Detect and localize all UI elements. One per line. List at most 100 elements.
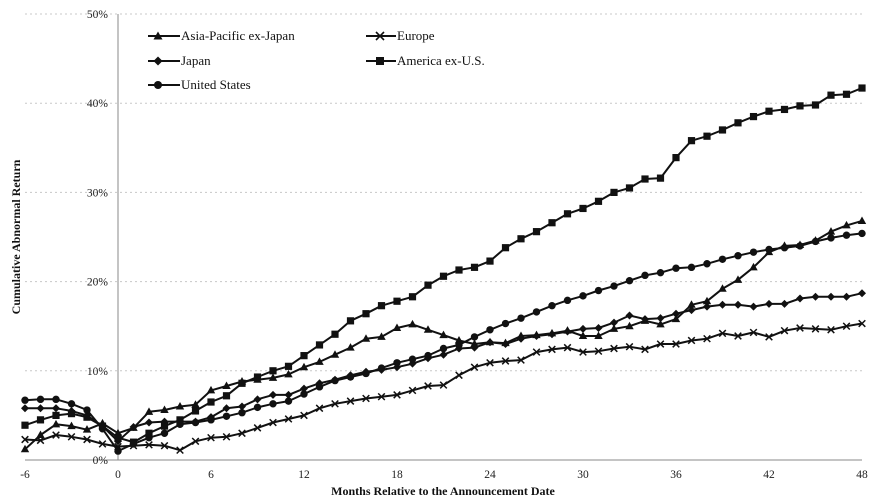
data-point <box>238 402 246 411</box>
data-point <box>424 351 432 360</box>
data-point <box>176 446 184 455</box>
data-point <box>21 421 29 429</box>
data-point <box>145 441 153 449</box>
data-point <box>346 397 355 405</box>
data-point <box>392 323 402 331</box>
data-point <box>145 429 153 437</box>
data-point <box>253 395 262 404</box>
data-point <box>703 302 711 311</box>
data-point <box>207 398 215 406</box>
data-point <box>424 382 432 390</box>
series-line <box>25 292 863 443</box>
data-point <box>83 413 91 421</box>
data-point <box>718 329 727 338</box>
series-line <box>24 87 863 444</box>
data-point <box>470 333 479 341</box>
data-point <box>703 334 711 343</box>
data-point <box>362 369 370 378</box>
data-point <box>207 433 215 442</box>
data-point <box>176 420 184 429</box>
data-point <box>656 174 665 182</box>
data-point <box>656 340 665 348</box>
data-point <box>284 390 293 399</box>
y-axis-tick-labels: 0% 10% 20% 30% 40% 50% <box>87 9 109 467</box>
data-point <box>811 325 820 333</box>
data-point <box>656 319 665 328</box>
data-point <box>36 416 45 424</box>
data-point <box>253 373 262 381</box>
data-point <box>594 331 603 340</box>
data-point <box>548 330 556 339</box>
data-point <box>98 440 107 448</box>
data-point <box>827 234 835 242</box>
data-point <box>206 385 216 394</box>
data-point <box>486 338 494 347</box>
data-point <box>517 356 525 364</box>
data-point <box>641 345 649 354</box>
triangle-marker-icon <box>153 31 163 40</box>
data-point <box>796 102 804 110</box>
series-layer <box>20 84 867 455</box>
series-japan <box>21 289 866 446</box>
y-tick-label: 20% <box>87 277 109 289</box>
data-point <box>563 296 572 305</box>
data-point <box>517 235 525 243</box>
data-point <box>21 435 29 444</box>
data-point <box>238 379 246 387</box>
x-tick-label: 42 <box>763 469 775 481</box>
data-point <box>145 434 153 442</box>
data-point <box>610 188 618 196</box>
data-point <box>796 324 804 332</box>
legend-item-america-ex-us: America ex-U.S. <box>366 53 485 68</box>
data-point <box>594 197 603 205</box>
data-point <box>625 277 634 285</box>
legend-label: Asia-Pacific ex-Japan <box>181 28 295 43</box>
data-point <box>796 242 804 250</box>
data-point <box>129 422 138 431</box>
data-point <box>36 404 45 413</box>
data-point <box>780 244 789 252</box>
data-point <box>579 348 587 356</box>
series-line <box>24 232 863 453</box>
data-point <box>36 436 45 445</box>
data-point <box>486 326 494 334</box>
legend-item-asia-pacific: Asia-Pacific ex-Japan <box>148 28 295 43</box>
data-point <box>222 432 231 441</box>
data-point <box>765 333 773 341</box>
data-point <box>625 342 634 351</box>
data-point <box>269 390 277 399</box>
data-point <box>238 429 246 438</box>
data-point <box>393 391 401 399</box>
data-point <box>191 400 200 408</box>
y-tick-label: 40% <box>87 98 109 110</box>
data-point <box>299 362 309 371</box>
data-point <box>749 328 758 337</box>
data-point <box>361 334 371 342</box>
data-point <box>671 314 681 323</box>
x-axis-title: Months Relative to the Announcement Date <box>331 484 555 498</box>
data-point <box>408 386 417 395</box>
data-point <box>641 315 649 324</box>
data-point <box>672 264 680 272</box>
data-point <box>455 266 463 274</box>
data-point <box>346 343 355 351</box>
legend-label: United States <box>181 77 251 92</box>
data-point <box>532 308 541 316</box>
data-point <box>687 306 696 315</box>
x-tick-label: 24 <box>484 469 496 481</box>
data-point <box>52 395 60 404</box>
legend-item-japan: Japan <box>148 53 211 68</box>
data-point <box>160 441 169 450</box>
data-point <box>687 336 696 345</box>
data-point <box>331 376 339 385</box>
data-point <box>83 435 91 444</box>
data-point <box>734 252 742 260</box>
data-point <box>191 407 200 415</box>
data-point <box>21 396 29 404</box>
data-point <box>842 322 851 331</box>
data-point <box>501 244 510 252</box>
data-point <box>625 311 634 320</box>
data-point <box>858 84 866 92</box>
data-point <box>672 154 680 162</box>
y-tick-label: 10% <box>87 366 109 378</box>
